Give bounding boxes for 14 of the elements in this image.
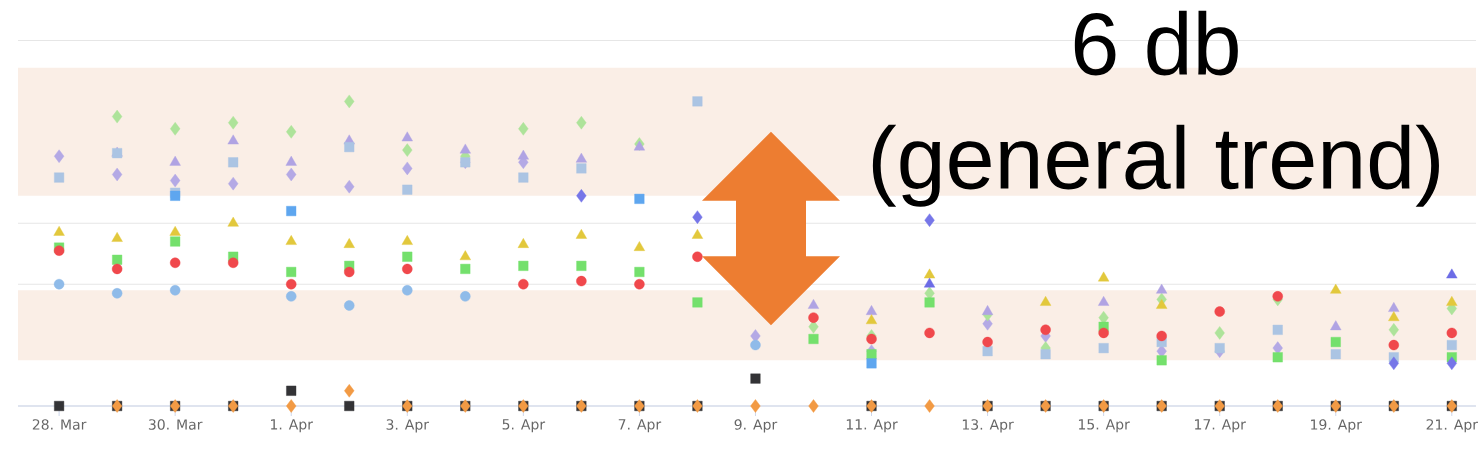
x-tick-label: 15. Apr bbox=[1078, 419, 1130, 433]
x-tick-label: 1. Apr bbox=[271, 419, 313, 433]
x-tick-label: 19. Apr bbox=[1311, 419, 1362, 433]
x-tick-label: 17. Apr bbox=[1195, 419, 1246, 433]
x-tick-label: 7. Apr bbox=[618, 419, 662, 433]
annotation: 6 db (general trend) bbox=[872, 10, 1439, 207]
x-tick-label: 5. Apr bbox=[502, 419, 546, 433]
x-tick-label: 28. Mar bbox=[32, 419, 87, 430]
x-tick-label: 11. Apr bbox=[846, 419, 898, 433]
x-tick-label: 9. Apr bbox=[734, 419, 778, 433]
x-tick-label: 21. Apr bbox=[1426, 419, 1478, 433]
x-tick-label: 30. Mar bbox=[148, 419, 203, 430]
x-tick-label: 13. Apr bbox=[962, 419, 1014, 433]
x-tick-label: 3. Apr bbox=[386, 419, 430, 433]
